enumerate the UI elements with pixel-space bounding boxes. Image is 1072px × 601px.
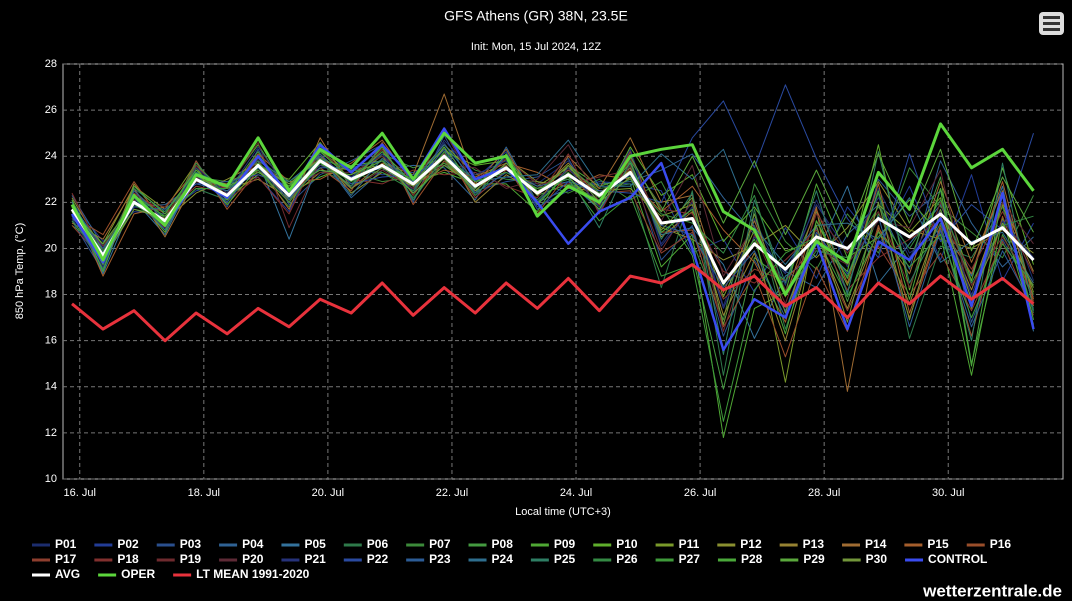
x-tick-label: 20. Jul bbox=[312, 487, 344, 499]
y-tick-label: 20 bbox=[45, 242, 57, 254]
legend-label: LT MEAN 1991-2020 bbox=[196, 567, 309, 581]
legend-label: P10 bbox=[616, 537, 638, 551]
y-tick-label: 14 bbox=[45, 381, 57, 393]
legend-label: P17 bbox=[55, 552, 77, 566]
y-tick-label: 28 bbox=[45, 58, 57, 70]
legend-label: P25 bbox=[554, 552, 576, 566]
legend-label: P23 bbox=[429, 552, 451, 566]
legend-label: P06 bbox=[367, 537, 389, 551]
legend-label: AVG bbox=[55, 567, 80, 581]
legend-label: P13 bbox=[803, 537, 825, 551]
legend-label: P22 bbox=[367, 552, 389, 566]
menu-bar bbox=[1043, 22, 1060, 25]
legend-label: P24 bbox=[492, 552, 514, 566]
chart-subtitle: Init: Mon, 15 Jul 2024, 12Z bbox=[471, 41, 602, 53]
legend-label: P04 bbox=[242, 537, 264, 551]
legend-label: P02 bbox=[117, 537, 139, 551]
legend-label: P28 bbox=[741, 552, 763, 566]
legend-label: P29 bbox=[803, 552, 825, 566]
legend-label: P14 bbox=[865, 537, 887, 551]
menu-bar bbox=[1043, 16, 1060, 19]
series-line bbox=[71, 135, 1034, 337]
series-line bbox=[71, 263, 1035, 343]
series-line bbox=[71, 139, 1034, 284]
legend-label: P20 bbox=[242, 552, 264, 566]
series-lines bbox=[70, 84, 1035, 438]
legend-label: CONTROL bbox=[928, 552, 987, 566]
legend-label: P27 bbox=[679, 552, 701, 566]
plot-area bbox=[62, 63, 1064, 480]
menu-button[interactable] bbox=[1039, 12, 1064, 35]
series-line bbox=[70, 122, 1035, 297]
y-tick-label: 12 bbox=[45, 427, 57, 439]
legend-label: P08 bbox=[492, 537, 514, 551]
y-axis-label: 850 hPa Temp. (°C) bbox=[14, 223, 26, 320]
legend-label: OPER bbox=[121, 567, 155, 581]
chart-title: GFS Athens (GR) 38N, 23.5E bbox=[444, 8, 628, 24]
legend-label: P12 bbox=[740, 537, 762, 551]
x-tick-label: 30. Jul bbox=[932, 487, 964, 499]
legend-label: P01 bbox=[55, 537, 77, 551]
legend-label: P16 bbox=[990, 537, 1012, 551]
legend-label: P11 bbox=[679, 537, 700, 551]
y-tick-label: 18 bbox=[45, 288, 57, 300]
x-axis-label: Local time (UTC+3) bbox=[515, 506, 611, 518]
x-tick-label: 28. Jul bbox=[808, 487, 840, 499]
legend-label: P26 bbox=[616, 552, 638, 566]
grid: 10 12 14 16 18 20 22 24 26 28 16. Jul 18. Jul 20. Ju… bbox=[45, 58, 1064, 499]
legend-label: P15 bbox=[927, 537, 949, 551]
legend-label: P21 bbox=[304, 552, 326, 566]
x-tick-label: 24. Jul bbox=[560, 487, 592, 499]
series-line bbox=[71, 146, 1034, 293]
y-tick-label: 24 bbox=[45, 150, 57, 162]
legend-label: P19 bbox=[180, 552, 202, 566]
legend-label: P30 bbox=[866, 552, 888, 566]
legend-label: P07 bbox=[429, 537, 451, 551]
series-line bbox=[71, 146, 1034, 367]
legend-label: P05 bbox=[304, 537, 326, 551]
x-tick-label: 18. Jul bbox=[188, 487, 220, 499]
legend-label: P03 bbox=[180, 537, 202, 551]
legend: P01 P02 P03 P04 P05 P06 P07 P08 P09 P10 P11 P12 P13 P… bbox=[32, 537, 1011, 581]
menu-bar bbox=[1043, 28, 1060, 31]
y-tick-label: 22 bbox=[45, 196, 57, 208]
legend-label: P09 bbox=[554, 537, 576, 551]
y-tick-label: 26 bbox=[45, 104, 57, 116]
y-tick-label: 10 bbox=[45, 473, 57, 485]
legend-label: P18 bbox=[117, 552, 139, 566]
x-tick-label: 26. Jul bbox=[684, 487, 716, 499]
y-tick-label: 16 bbox=[45, 335, 57, 347]
x-tick-label: 16. Jul bbox=[64, 487, 96, 499]
credit: wetterzentrale.de bbox=[922, 581, 1062, 600]
x-tick-label: 22. Jul bbox=[436, 487, 468, 499]
series-line bbox=[70, 154, 1035, 285]
